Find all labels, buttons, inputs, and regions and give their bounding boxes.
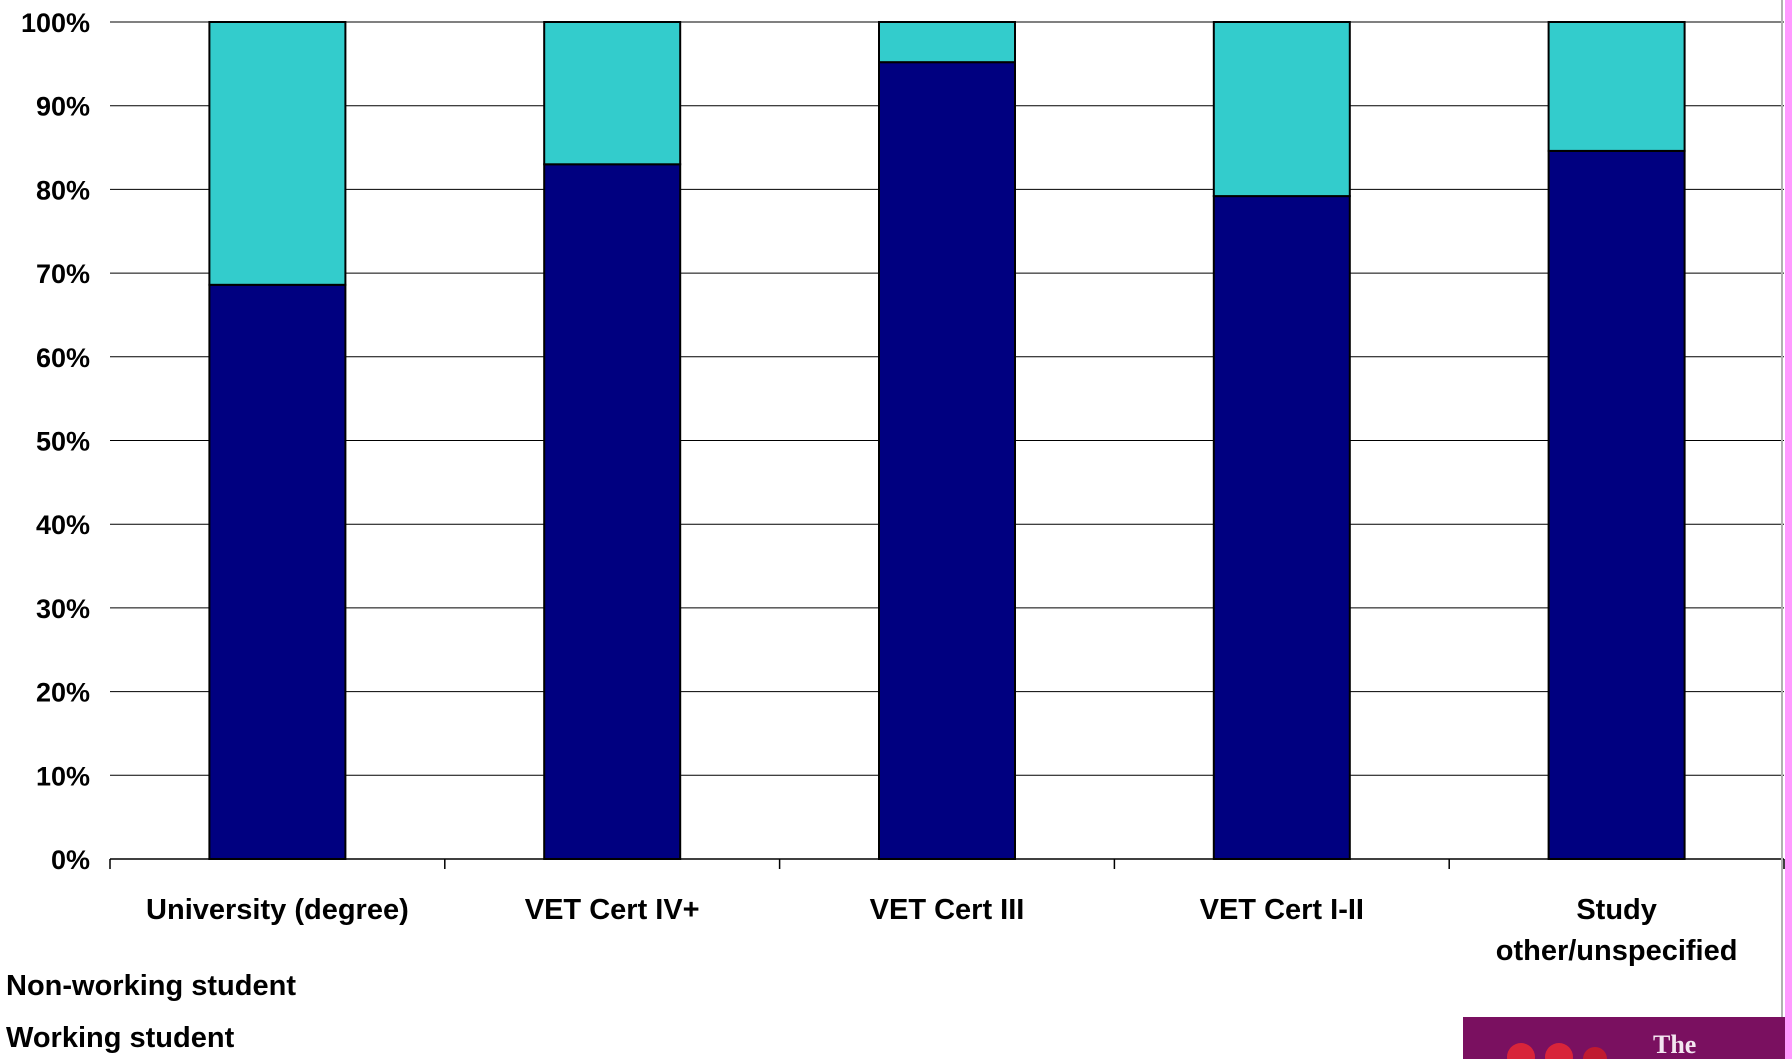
- y-tick-label: 90%: [36, 92, 90, 122]
- bar-segment-non-working: [878, 61, 1016, 860]
- y-tick-label: 30%: [36, 594, 90, 624]
- y-tick-label: 10%: [36, 761, 90, 791]
- y-tick-labels: 0% 10% 20% 30% 40% 50% 60% 70% 80% 90% 100%: [21, 8, 90, 875]
- category-labels: University (degree) VET Cert IV+ VET Cert …: [146, 894, 1737, 967]
- x-category-label: VET Cert IV+: [525, 894, 700, 926]
- bar-segment-working: [543, 21, 682, 166]
- bar-segment-non-working: [543, 163, 682, 861]
- bar-segment-working: [878, 21, 1016, 64]
- bar-segment-working: [208, 21, 347, 286]
- y-tick-label: 100%: [21, 8, 90, 38]
- bar-segment-working: [1547, 21, 1686, 152]
- corner-logo: The: [1463, 1017, 1785, 1059]
- legend-item-non-working: Non-working student: [6, 970, 296, 1002]
- legend-item-working: Working student: [6, 1022, 235, 1054]
- y-tick-label: 0%: [51, 845, 90, 875]
- y-tick-label: 70%: [36, 259, 90, 289]
- bar-segment-working: [1212, 21, 1351, 198]
- bar-segment-non-working: [1547, 149, 1686, 860]
- y-tick-label: 60%: [36, 343, 90, 373]
- y-tick-label: 40%: [36, 510, 90, 540]
- y-tick-label: 80%: [36, 175, 90, 205]
- x-category-label: VET Cert I-II: [1200, 894, 1364, 926]
- y-tick-label: 20%: [36, 678, 90, 708]
- x-category-label: University (degree): [146, 894, 409, 926]
- bar-segment-non-working: [1212, 195, 1351, 860]
- y-tick-label: 50%: [36, 427, 90, 457]
- svg-text:The: The: [1653, 1030, 1696, 1059]
- axes: [109, 858, 1785, 869]
- slide-frame-edge: [1781, 0, 1783, 1059]
- x-category-label: Study other/unspecified: [1496, 894, 1738, 967]
- x-category-label: VET Cert III: [870, 894, 1025, 926]
- bar-segment-non-working: [208, 283, 347, 860]
- slide-accent-stripe: [1785, 0, 1792, 1059]
